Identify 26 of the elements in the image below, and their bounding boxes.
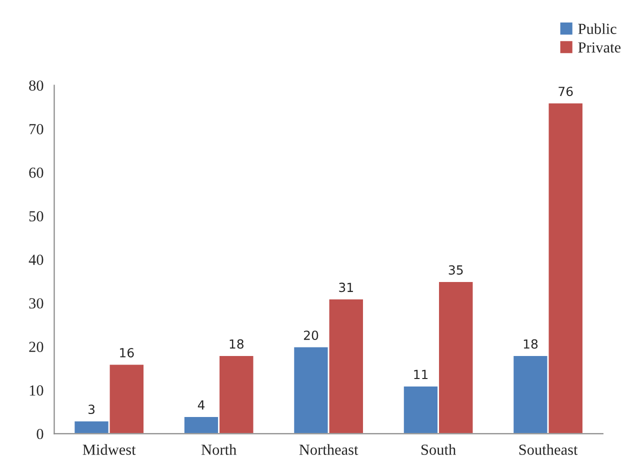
y-tick-label: 0 xyxy=(36,428,44,440)
y-tick-label: 30 xyxy=(29,298,44,309)
y-tick-label: 20 xyxy=(29,342,44,352)
x-tick-label: Northeast xyxy=(299,444,358,455)
data-label: 18 xyxy=(230,339,244,349)
data-label: 31 xyxy=(339,282,353,292)
data-label: 4 xyxy=(198,400,205,410)
data-label: 35 xyxy=(448,265,463,275)
y-tick-label: 60 xyxy=(29,168,44,178)
legend-label: Public xyxy=(578,23,616,34)
data-label: 18 xyxy=(524,339,538,349)
data-label: 3 xyxy=(88,404,95,414)
legend-label: Private xyxy=(578,42,621,53)
y-tick-label: 80 xyxy=(29,80,44,91)
y-tick-label: 50 xyxy=(29,211,44,222)
x-tick-label: Southeast xyxy=(519,444,578,455)
y-tick-label: 70 xyxy=(30,124,44,134)
data-label: 20 xyxy=(304,330,318,340)
data-label: 11 xyxy=(414,370,428,380)
data-label: 76 xyxy=(558,86,573,96)
data-label: 16 xyxy=(120,348,134,358)
y-tick-label: 40 xyxy=(28,254,44,265)
y-tick-label: 10 xyxy=(30,385,44,396)
x-tick-label: Midwest xyxy=(82,444,136,455)
x-tick-label: South xyxy=(422,444,456,455)
x-tick-label: North xyxy=(201,444,236,455)
